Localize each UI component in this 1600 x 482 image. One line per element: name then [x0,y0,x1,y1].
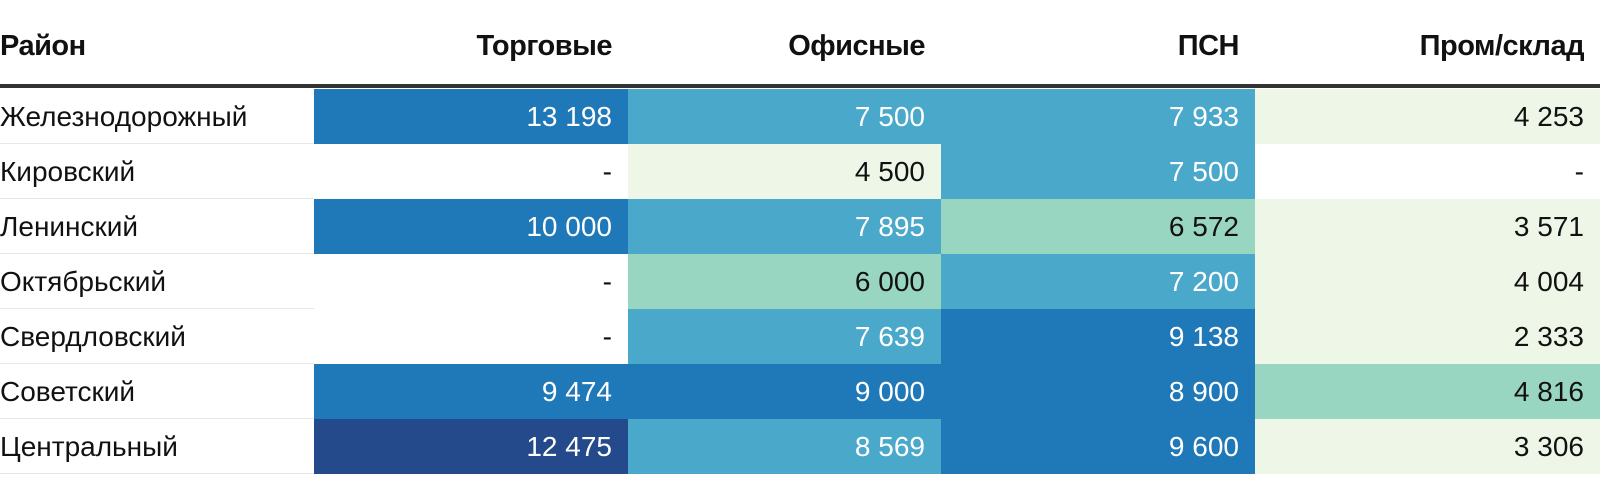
value-cell: 7 500 [628,89,941,144]
value-cell: - [314,254,628,309]
value-cell: 7 500 [941,144,1255,199]
district-label: Кировский [0,156,136,187]
value-cell: 4 004 [1255,254,1600,309]
table-row: Ленинский 10 000 7 895 6 572 3 571 [0,199,1600,254]
value-cell: - [314,309,628,364]
value-cell: 4 500 [628,144,941,199]
table-row: Свердловский -7 639 9 138 2 333 [0,309,1600,364]
value-cell: 9 474 [314,364,628,419]
value-cell: 3 571 [1255,199,1600,254]
table-row: Железнодорожный 13 198 7 500 7 933 4 253 [0,89,1600,144]
value-cell: 7 895 [628,199,941,254]
district-label: Советский [0,376,136,407]
value-cell: 9 000 [628,364,941,419]
district-label: Октябрьский [0,266,167,297]
table-header: Район Торговые Офисные ПСН Пром/склад [0,0,1600,88]
value-cell: 4 816 [1255,364,1600,419]
table-row: Октябрьский -6 000 7 200 4 004 [0,254,1600,309]
table-row: Кировский -4 500 7 500- [0,144,1600,199]
value-cell: 7 639 [628,309,941,364]
value-cell: 12 475 [314,419,628,474]
value-cell: 8 900 [941,364,1255,419]
value-cell: 7 200 [941,254,1255,309]
value-cell: 4 253 [1255,89,1600,144]
value-cell: 13 198 [314,89,628,144]
table-row: Советский 9 474 9 000 8 900 4 816 [0,364,1600,419]
value-cell: 3 306 [1255,419,1600,474]
header-col-4: Пром/склад [1419,30,1585,62]
district-label: Железнодорожный [0,101,248,132]
header-district: Район [0,30,86,62]
value-cell: 2 333 [1255,309,1600,364]
district-label: Ленинский [0,211,139,242]
district-label: Свердловский [0,321,186,352]
header-col-2: Офисные [788,30,925,62]
district-label: Центральный [0,431,178,462]
value-cell: 9 600 [941,419,1255,474]
value-cell: 8 569 [628,419,941,474]
value-cell: - [314,144,628,199]
value-cell: 9 138 [941,309,1255,364]
value-cell: 6 572 [941,199,1255,254]
table-row: Центральный 12 475 8 569 9 600 3 306 [0,419,1600,474]
value-cell: 7 933 [941,89,1255,144]
value-cell: - [1255,144,1600,199]
header-col-3: ПСН [1177,30,1240,62]
header-col-1: Торговые [476,30,613,62]
value-cell: 10 000 [314,199,628,254]
value-cell: 6 000 [628,254,941,309]
